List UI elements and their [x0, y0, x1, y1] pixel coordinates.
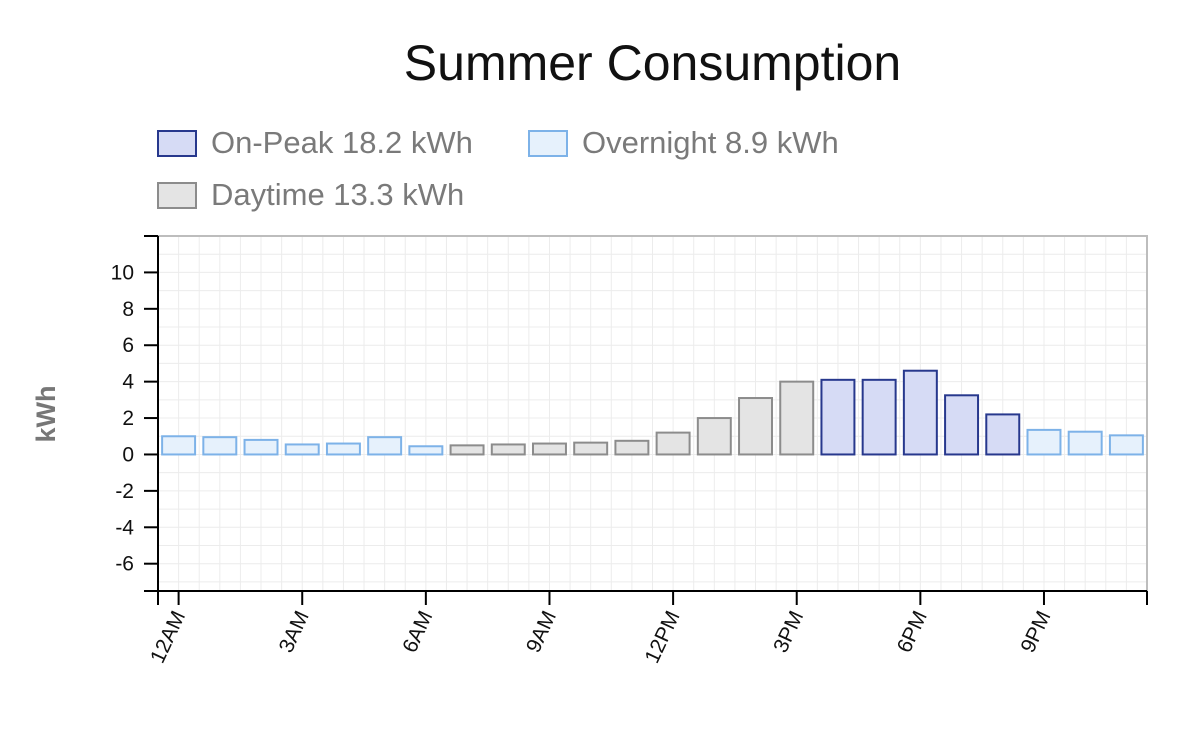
- y-tick-label: -4: [115, 516, 134, 539]
- y-tick-label: 10: [111, 261, 134, 284]
- grid-layer: [157, 235, 1148, 592]
- legend-swatch-onpeak: [157, 129, 197, 157]
- bar-1AM: [202, 436, 238, 456]
- bar-11PM: [1108, 434, 1144, 456]
- x-tick-label: 12PM: [641, 607, 685, 666]
- legend-label-onpeak: On-Peak 18.2 kWh: [211, 125, 473, 160]
- bar-6PM: [902, 369, 938, 456]
- y-tick-label: 2: [122, 407, 134, 430]
- legend-swatch-daytime: [157, 181, 197, 209]
- legend-label-daytime: Daytime 13.3 kWh: [211, 177, 465, 212]
- bar-layer: [161, 369, 1144, 456]
- bar-11AM: [614, 439, 650, 456]
- bar-10PM: [1067, 430, 1103, 456]
- bar-4PM: [820, 378, 856, 456]
- legend-item-daytime[interactable]: Daytime 13.3 kWh: [157, 177, 464, 213]
- y-tick-label: 0: [122, 443, 134, 466]
- x-tick-label: 3AM: [275, 607, 314, 656]
- bar-3PM: [779, 380, 815, 456]
- x-tick-label: 12AM: [146, 607, 190, 666]
- bar-9AM: [531, 442, 567, 456]
- bar-4AM: [325, 442, 361, 456]
- x-tick-label: 9PM: [1016, 607, 1055, 656]
- x-tick-label: 6PM: [893, 607, 932, 656]
- legend-label-overnight: Overnight 8.9 kWh: [582, 125, 839, 160]
- bar-3AM: [284, 443, 320, 456]
- bar-5PM: [861, 378, 897, 456]
- legend-swatch-overnight: [528, 129, 568, 157]
- bar-8AM: [490, 443, 526, 456]
- bar-7AM: [449, 444, 485, 456]
- legend-item-overnight[interactable]: Overnight 8.9 kWh: [528, 125, 839, 161]
- chart-title: Summer Consumption: [403, 35, 902, 91]
- y-tick-label: 8: [122, 298, 134, 321]
- x-tick-label: 9AM: [522, 607, 561, 656]
- x-tick-label: 3PM: [769, 607, 808, 656]
- bar-5AM: [367, 436, 403, 456]
- y-tick-label: 4: [122, 371, 134, 394]
- y-axis-label: kWh: [31, 386, 61, 443]
- legend-item-onpeak[interactable]: On-Peak 18.2 kWh: [157, 125, 473, 161]
- y-tick-label: 6: [122, 334, 134, 357]
- bar-12AM: [161, 435, 197, 456]
- bar-8PM: [985, 413, 1021, 456]
- x-tick-label: 6AM: [398, 607, 437, 656]
- bar-2PM: [738, 397, 774, 456]
- bar-9PM: [1026, 428, 1062, 456]
- y-tick-label: -6: [115, 553, 134, 576]
- bar-12PM: [655, 431, 691, 456]
- bar-7PM: [944, 394, 980, 456]
- y-tick-label: -2: [115, 480, 134, 503]
- bar-10AM: [573, 441, 609, 456]
- bar-2AM: [243, 438, 279, 456]
- bar-6AM: [408, 445, 444, 456]
- bar-1PM: [696, 417, 732, 456]
